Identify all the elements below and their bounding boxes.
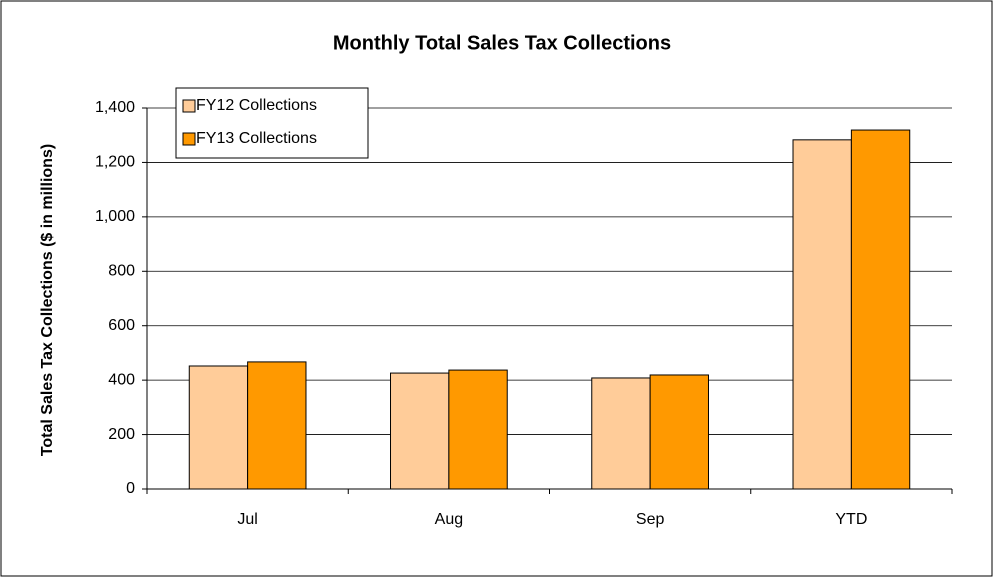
y-tick-label: 1,400 [95,99,135,116]
y-tick-label: 1,200 [95,154,135,171]
y-axis-label: Total Sales Tax Collections ($ in millio… [39,144,56,456]
bar [649,374,709,490]
y-tick-label: 200 [108,426,135,443]
x-tick-label: Jul [237,511,257,528]
x-tick-label: Aug [435,511,463,528]
legend-box [175,87,369,159]
bar [850,129,911,490]
bar [390,372,450,490]
bar [792,139,852,490]
legend-label: FY12 Collections [196,97,317,114]
legend-label: FY13 Collections [196,130,317,147]
y-tick-label: 400 [108,371,135,388]
bar [448,369,508,490]
y-tick-label: 0 [126,480,135,497]
x-tick-label: YTD [835,511,867,528]
x-tick-label: Sep [636,511,665,528]
bar [591,377,651,490]
y-tick-label: 600 [108,317,135,334]
bar [247,361,307,490]
chart-title: Monthly Total Sales Tax Collections [333,32,671,54]
legend-swatch [182,132,196,146]
y-tick-label: 1,000 [95,208,135,225]
legend-swatch [182,99,196,113]
bar [188,365,249,490]
y-tick-label: 800 [108,263,135,280]
